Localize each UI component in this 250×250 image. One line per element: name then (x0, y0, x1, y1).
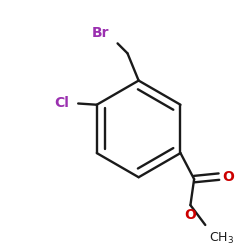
Text: O: O (222, 170, 234, 183)
Text: Br: Br (92, 26, 109, 40)
Text: O: O (184, 208, 196, 222)
Text: CH$_3$: CH$_3$ (209, 231, 234, 246)
Text: Cl: Cl (55, 96, 70, 110)
